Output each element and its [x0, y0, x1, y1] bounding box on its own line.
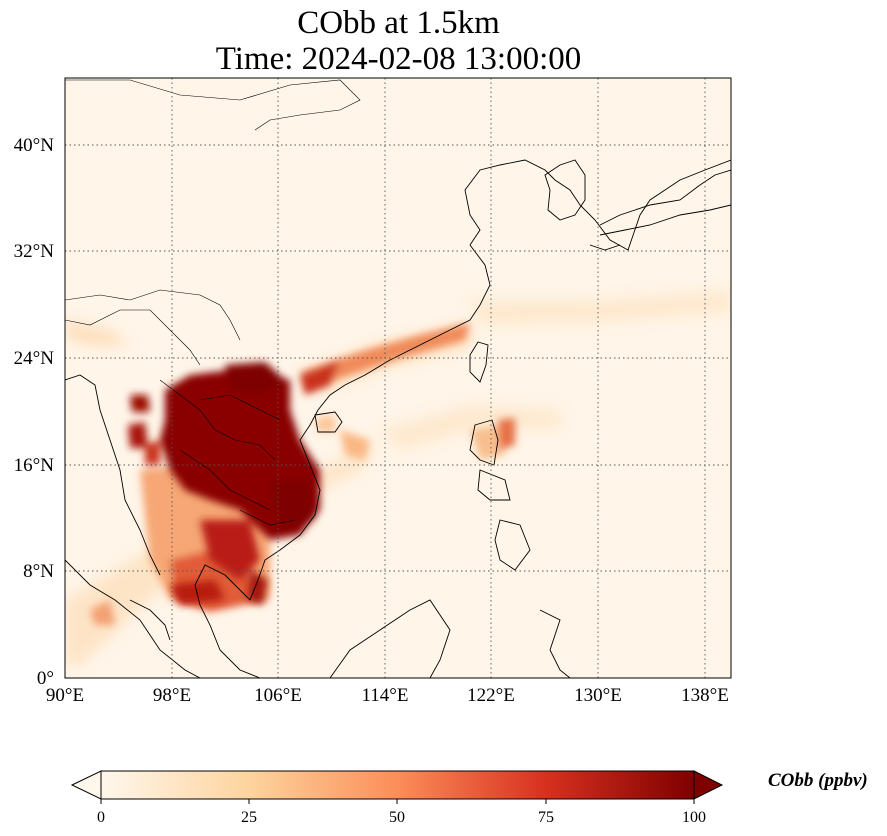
- map-title-line2: Time: 2024-02-08 13:00:00: [215, 41, 582, 77]
- map-title-line1: CObb at 1.5km: [297, 5, 500, 41]
- colorbar-label: CObb (ppbv): [768, 770, 868, 791]
- lat-tick-label: 24°N: [14, 348, 55, 369]
- lon-tick-label: 138°E: [681, 685, 729, 706]
- lon-tick-label: 98°E: [153, 685, 191, 706]
- lon-tick-label: 106°E: [254, 685, 302, 706]
- colorbar: 0 25 50 75 100: [70, 770, 724, 826]
- colorbar-tick-label: 100: [682, 809, 706, 826]
- colorbar-gradient: [100, 770, 695, 800]
- latitude-labels: 0° 8°N 16°N 24°N 32°N 40°N: [14, 135, 55, 689]
- coastlines: [65, 159, 731, 678]
- colorbar-tick-label: 75: [538, 809, 554, 826]
- colorbar-tick-label: 25: [241, 809, 257, 826]
- colorbar-max-extend: [693, 770, 724, 800]
- colorbar-tick-label: 0: [97, 809, 105, 826]
- lat-tick-label: 40°N: [14, 135, 55, 156]
- lat-tick-label: 8°N: [23, 561, 54, 582]
- map-frame: [64, 77, 732, 679]
- lon-tick-label: 122°E: [467, 685, 515, 706]
- lat-tick-label: 32°N: [14, 241, 55, 262]
- lat-tick-label: 16°N: [14, 455, 55, 476]
- lat-tick-label: 0°: [37, 668, 54, 689]
- gridlines: [65, 78, 731, 678]
- longitude-labels: 90°E 98°E 106°E 114°E 122°E 130°E 138°E: [46, 685, 729, 706]
- lon-tick-label: 114°E: [362, 685, 409, 706]
- colorbar-min-extend: [70, 770, 102, 800]
- lon-tick-label: 130°E: [574, 685, 622, 706]
- colorbar-tick-label: 50: [389, 809, 405, 826]
- lon-tick-label: 90°E: [46, 685, 84, 706]
- country-borders: [65, 79, 361, 526]
